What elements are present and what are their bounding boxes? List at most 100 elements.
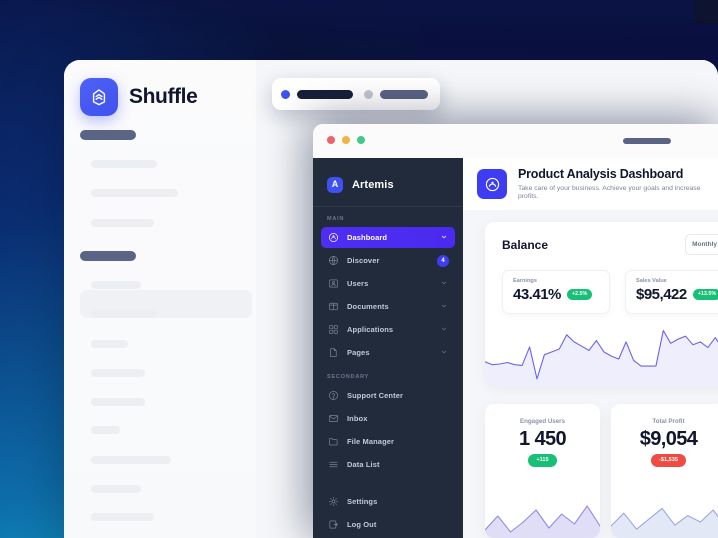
skeleton-bar <box>91 189 178 197</box>
chevron-down-icon <box>441 304 447 308</box>
browser-window: A Artemis MAIN Dashboard Discover 4 Users Doc… <box>313 124 718 538</box>
toolbar-placeholder-bar-slate[interactable] <box>380 89 428 99</box>
dashboard-header: Product Analysis Dashboard Take care of … <box>463 158 718 210</box>
close-icon[interactable] <box>327 136 335 144</box>
globe-icon <box>329 255 338 266</box>
sidebar-item-applications[interactable]: Applications <box>321 319 455 340</box>
balance-area-chart <box>485 320 718 386</box>
address-bar-placeholder[interactable] <box>623 138 671 144</box>
documents-icon <box>329 302 338 311</box>
chevron-down-icon <box>441 350 447 354</box>
minimize-icon[interactable] <box>342 136 350 144</box>
skeleton-bar <box>91 219 154 227</box>
skeleton-bar <box>91 426 120 434</box>
sidebar-item-discover[interactable]: Discover 4 <box>321 250 455 271</box>
dot-inactive-icon[interactable] <box>364 89 373 99</box>
analytics-avatar-icon <box>477 169 507 199</box>
dashboard-sidebar: A Artemis MAIN Dashboard Discover 4 Users Doc… <box>313 158 463 538</box>
skeleton-bar <box>91 485 141 493</box>
sidebar-item-file-manager[interactable]: File Manager <box>321 431 455 452</box>
sidebar-item-data-list[interactable]: Data List <box>321 454 455 475</box>
envelope-icon <box>329 415 338 422</box>
skeleton-bar <box>91 513 154 521</box>
balance-card: Balance Monthly Earnings 43.41% +2.5% Sa… <box>485 222 718 386</box>
period-select-value: Monthly <box>692 241 717 248</box>
sidebar-item-users[interactable]: Users <box>321 273 455 294</box>
sidebar-item-label: Dashboard <box>347 233 388 242</box>
skeleton-bar <box>80 251 136 261</box>
sidebar-item-label: Inbox <box>347 414 368 423</box>
sidebar-item-inbox[interactable]: Inbox <box>321 408 455 429</box>
shuffle-badge-icon <box>80 78 118 116</box>
stat-value-row: $95,422 +13.5% <box>636 287 718 302</box>
period-select[interactable]: Monthly <box>685 234 718 255</box>
sidebar-item-label: Pages <box>347 348 370 357</box>
sidebar-item-label: Applications <box>347 325 394 334</box>
engaged-users-area-chart <box>485 474 600 538</box>
users-icon <box>329 279 338 288</box>
page-title: Product Analysis Dashboard <box>518 166 684 181</box>
sidebar-item-label: Settings <box>347 497 378 506</box>
toolbar-placeholder-bar-dark[interactable] <box>297 89 353 99</box>
stat-label: Sales Value <box>636 278 667 284</box>
sidebar-item-label: File Manager <box>347 437 395 446</box>
skeleton-bar <box>91 160 157 168</box>
sidebar-item-settings[interactable]: Settings <box>321 491 455 512</box>
stat-label: Earnings <box>513 278 537 284</box>
sidebar-item-dashboard[interactable]: Dashboard <box>321 227 455 248</box>
sidebar-item-documents[interactable]: Documents <box>321 296 455 317</box>
list-icon <box>329 461 338 468</box>
maximize-icon[interactable] <box>357 136 365 144</box>
sidebar-item-label: Log Out <box>347 520 377 529</box>
balance-card-title: Balance <box>502 238 549 252</box>
sidebar-item-label: Support Center <box>347 391 403 400</box>
dashboard-main: Product Analysis Dashboard Take care of … <box>463 158 718 538</box>
sidebar-item-label: Users <box>347 279 369 288</box>
skeleton-bar <box>80 130 136 140</box>
dot-active-icon[interactable] <box>281 89 290 99</box>
brand: Shuffle <box>80 78 198 116</box>
sidebar-section-label: MAIN <box>327 216 345 222</box>
browser-titlebar <box>313 124 718 159</box>
artemis-logo-icon: A <box>327 176 343 193</box>
background-corner-notch <box>694 0 718 24</box>
sidebar-item-label: Documents <box>347 302 389 311</box>
skeleton-bar <box>91 369 145 377</box>
card-value: 1 450 <box>518 428 567 450</box>
traffic-lights <box>327 136 365 144</box>
sidebar-item-label: Discover <box>347 256 380 265</box>
sidebar-menu: MAIN Dashboard Discover 4 Users Documents Appl… <box>313 207 463 535</box>
dashboard-header-text: Product Analysis Dashboard Take care of … <box>518 167 718 201</box>
sidebar-divider <box>313 206 463 207</box>
logout-icon <box>329 520 338 529</box>
floating-toolbar[interactable] <box>272 78 440 110</box>
notification-badge: 4 <box>437 254 449 267</box>
page-icon <box>330 348 337 357</box>
stat-value: $95,422 <box>636 286 687 303</box>
page-subtitle: Take care of your business. Achieve your… <box>518 184 701 200</box>
skeleton-bar <box>91 398 145 406</box>
card-badge-wrap: +115 <box>485 454 600 467</box>
card-label: Engaged Users <box>519 418 566 425</box>
skeleton-bar <box>91 456 171 464</box>
sidebar-item-label: Data List <box>347 460 380 469</box>
sidebar-item-support-center[interactable]: Support Center <box>321 385 455 406</box>
card-value: $9,054 <box>639 428 698 450</box>
chevron-down-icon <box>441 235 447 239</box>
stat-card-sales-value: Sales Value $95,422 +13.5% <box>625 270 718 314</box>
skeleton-bar <box>91 281 141 289</box>
skeleton-bar <box>91 340 128 348</box>
chevron-down-icon <box>441 281 447 285</box>
dashboard-icon <box>329 233 338 242</box>
sidebar-item-log-out[interactable]: Log Out <box>321 514 455 535</box>
sidebar-spacer <box>313 477 463 491</box>
brand-name: Shuffle <box>129 85 198 108</box>
sidebar-section-label: SECONDARY <box>327 374 370 380</box>
status-badge: +13.5% <box>692 289 718 300</box>
help-circle-icon <box>329 391 338 400</box>
stat-card-earnings: Earnings 43.41% +2.5% <box>502 270 610 314</box>
status-badge: -$1,535 <box>651 454 686 467</box>
card-engaged-users: Engaged Users 1 450 +115 <box>485 404 600 538</box>
sidebar-item-pages[interactable]: Pages <box>321 342 455 363</box>
skeleton-bar <box>91 310 157 318</box>
